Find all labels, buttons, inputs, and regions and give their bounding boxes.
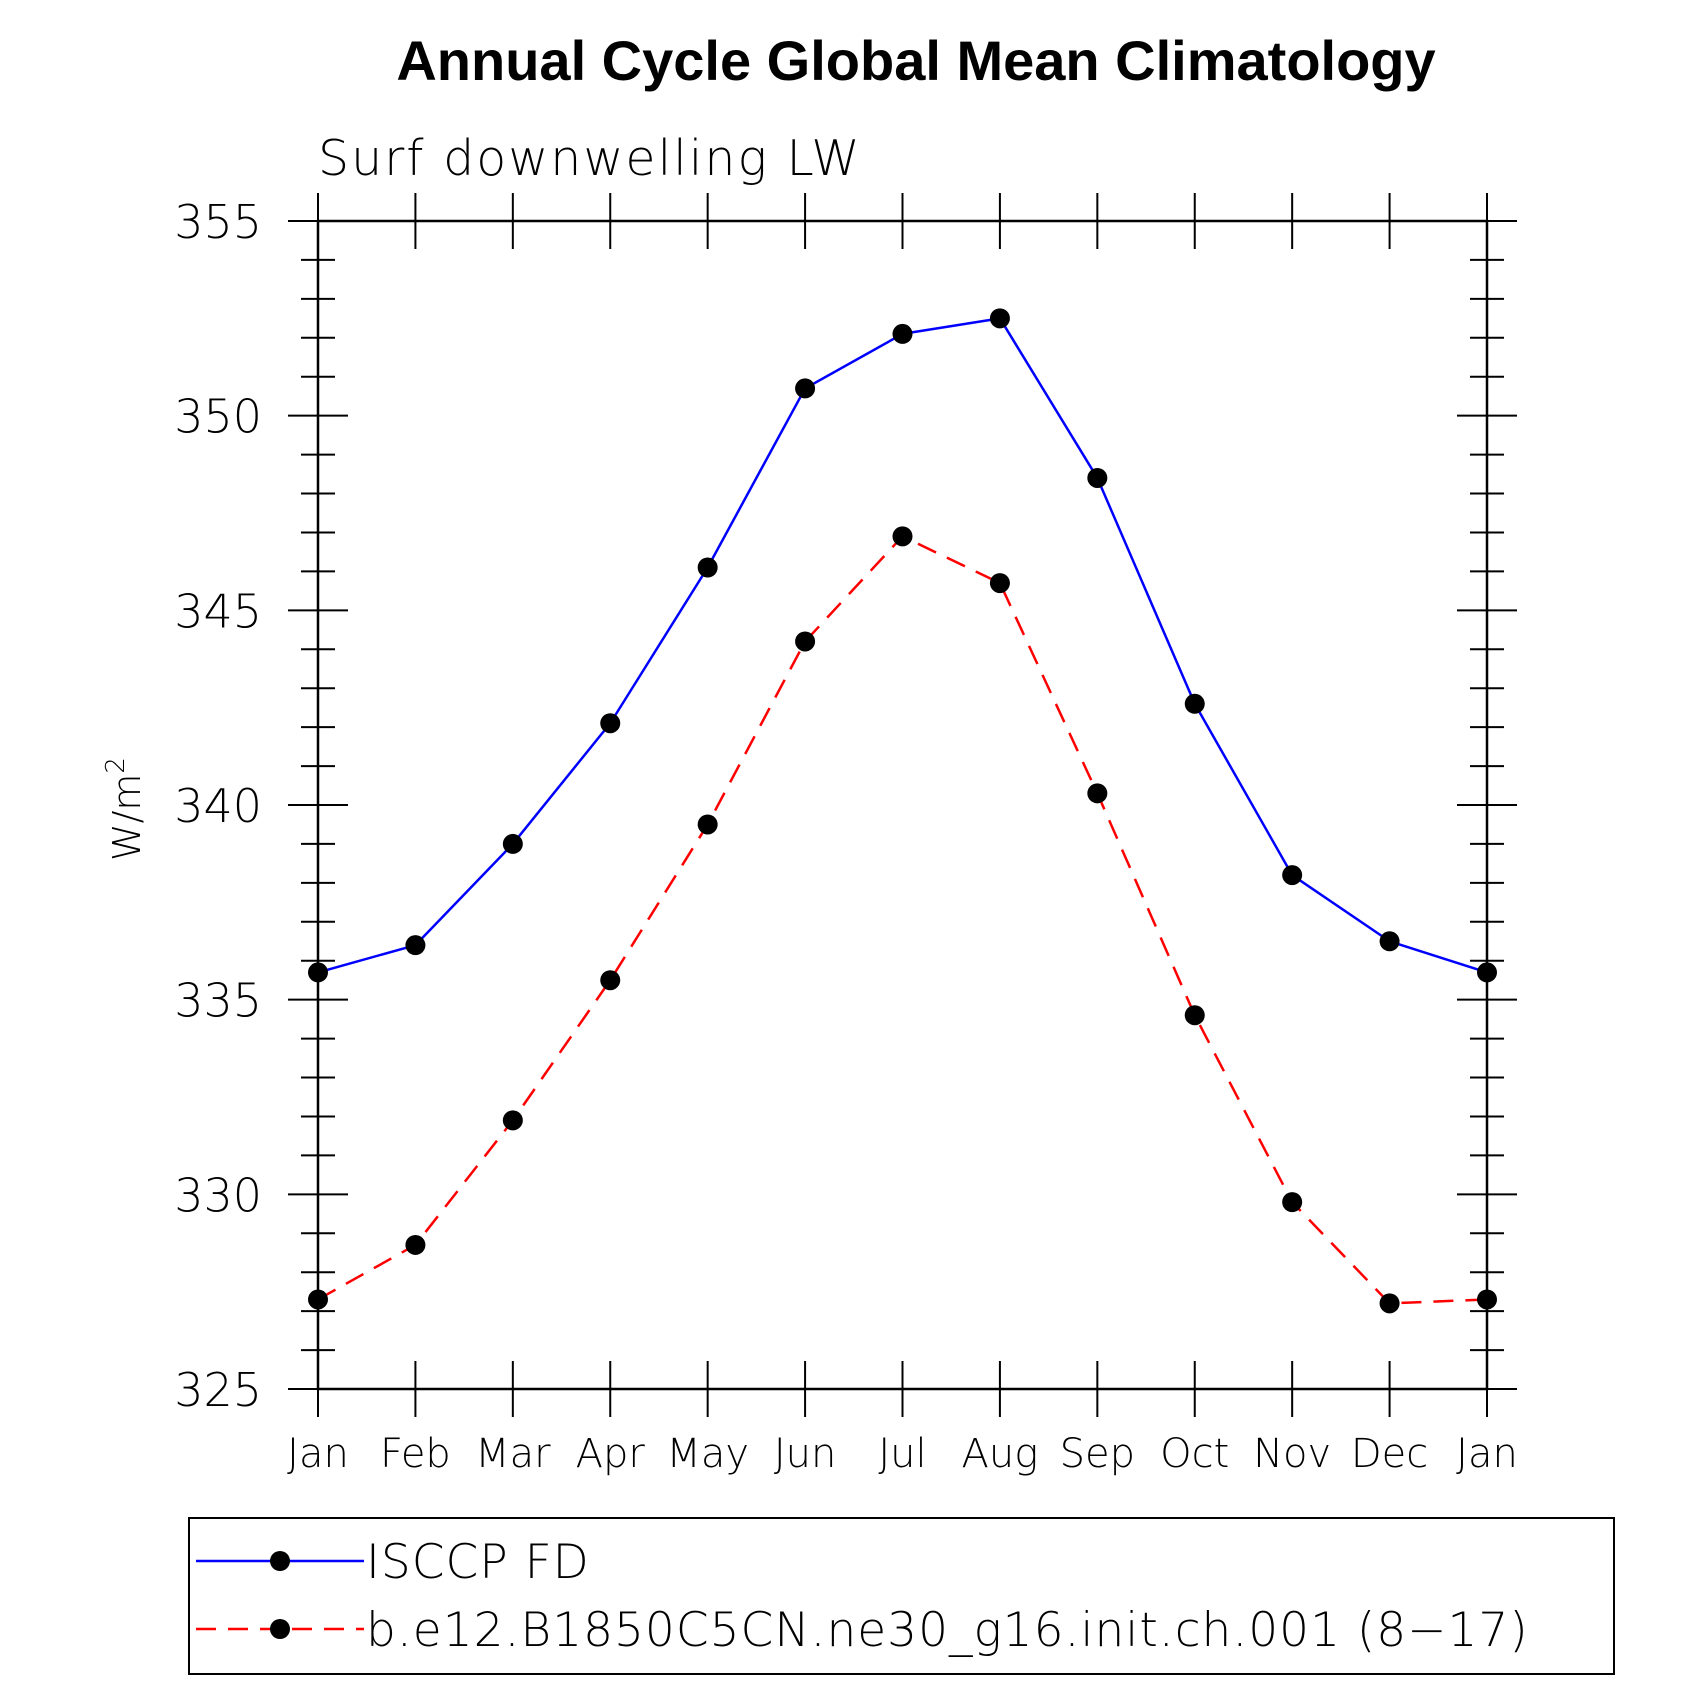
data-point-series-1 (1282, 865, 1303, 886)
x-tick-label: Nov (1253, 1431, 1331, 1477)
x-tick-label: Jun (774, 1431, 837, 1477)
series-line-1 (317, 317, 1488, 974)
data-point-series-1 (502, 833, 523, 854)
data-point-series-2 (697, 814, 718, 835)
data-point-series-2 (1282, 1192, 1303, 1213)
data-point-series-2 (405, 1234, 426, 1255)
data-point-series-2 (308, 1289, 328, 1310)
x-tick-label: Dec (1351, 1431, 1428, 1477)
legend-label-1: ISCCP FD (366, 1535, 590, 1590)
legend-marker-1 (270, 1551, 290, 1571)
y-tick-label: 325 (174, 1363, 262, 1417)
x-tick-label: Jan (287, 1431, 349, 1477)
x-tick-label: Oct (1160, 1431, 1229, 1477)
plot-frame (316, 219, 1489, 1391)
y-tick-label: 330 (174, 1168, 262, 1222)
data-point-series-1 (795, 378, 816, 399)
legend-label-2: b.e12.B1850C5CN.ne30_g16.init.ch.001 (8−… (366, 1603, 1529, 1658)
y-tick-label: 355 (174, 195, 262, 249)
data-point-series-1 (308, 962, 328, 983)
data-point-series-1 (600, 713, 621, 734)
x-tick-label: Feb (380, 1431, 451, 1477)
y-axis-label-unit: W/m (105, 774, 149, 861)
plot-border (316, 219, 1489, 1391)
y-tick-label: 340 (174, 779, 262, 833)
legend-marker-2 (270, 1619, 290, 1639)
x-tick-label: May (666, 1431, 749, 1477)
x-tick-label: Jan (1456, 1431, 1518, 1477)
legend-items: ISCCP FD b.e12.B1850C5CN.ne30_g16.init.ch… (196, 1535, 1529, 1658)
y-tick-label: 345 (174, 584, 262, 638)
data-point-series-2 (1184, 1005, 1205, 1026)
y-axis: 325 330 335 340 345 350 355 (174, 195, 1517, 1417)
data-point-series-1 (892, 323, 913, 344)
data-point-series-2 (1087, 783, 1108, 804)
x-tick-label: Mar (475, 1431, 551, 1477)
x-tick-label: Apr (576, 1431, 646, 1477)
data-point-series-2 (795, 631, 816, 652)
x-tick-label: Jul (878, 1431, 926, 1477)
data-point-series-1 (1087, 467, 1108, 488)
data-point-series-1 (1379, 931, 1400, 952)
y-axis-label-exponent: 2 (101, 757, 131, 774)
series-line-2 (317, 535, 1488, 1305)
legend-box (188, 1517, 1615, 1675)
data-point-series-2 (1379, 1293, 1400, 1314)
data-point-series-2 (600, 970, 621, 991)
data-point-series-2 (1477, 1289, 1497, 1310)
series-layer (308, 308, 1497, 1314)
data-point-series-1 (697, 557, 718, 578)
data-point-series-1 (405, 935, 426, 956)
data-point-series-1 (989, 308, 1010, 329)
legend: ISCCP FD b.e12.B1850C5CN.ne30_g16.init.ch… (188, 1517, 1615, 1675)
x-axis: Jan Feb Mar Apr May Jun Jul Aug Sep Oct Nov Dec Jan (287, 193, 1518, 1477)
data-point-series-2 (502, 1110, 523, 1131)
data-point-series-2 (892, 526, 913, 547)
x-tick-label: Sep (1060, 1431, 1135, 1477)
data-point-series-1 (1477, 962, 1497, 983)
x-tick-label: Aug (962, 1431, 1039, 1477)
chart-subtitle: Surf downwelling LW (318, 130, 862, 187)
y-axis-label: W/m2 (101, 757, 149, 861)
data-point-series-2 (989, 573, 1010, 594)
chart-title: Annual Cycle Global Mean Climatology (396, 29, 1435, 92)
y-tick-label: 350 (174, 390, 262, 444)
y-tick-label: 335 (174, 974, 262, 1028)
data-point-series-1 (1184, 693, 1205, 714)
